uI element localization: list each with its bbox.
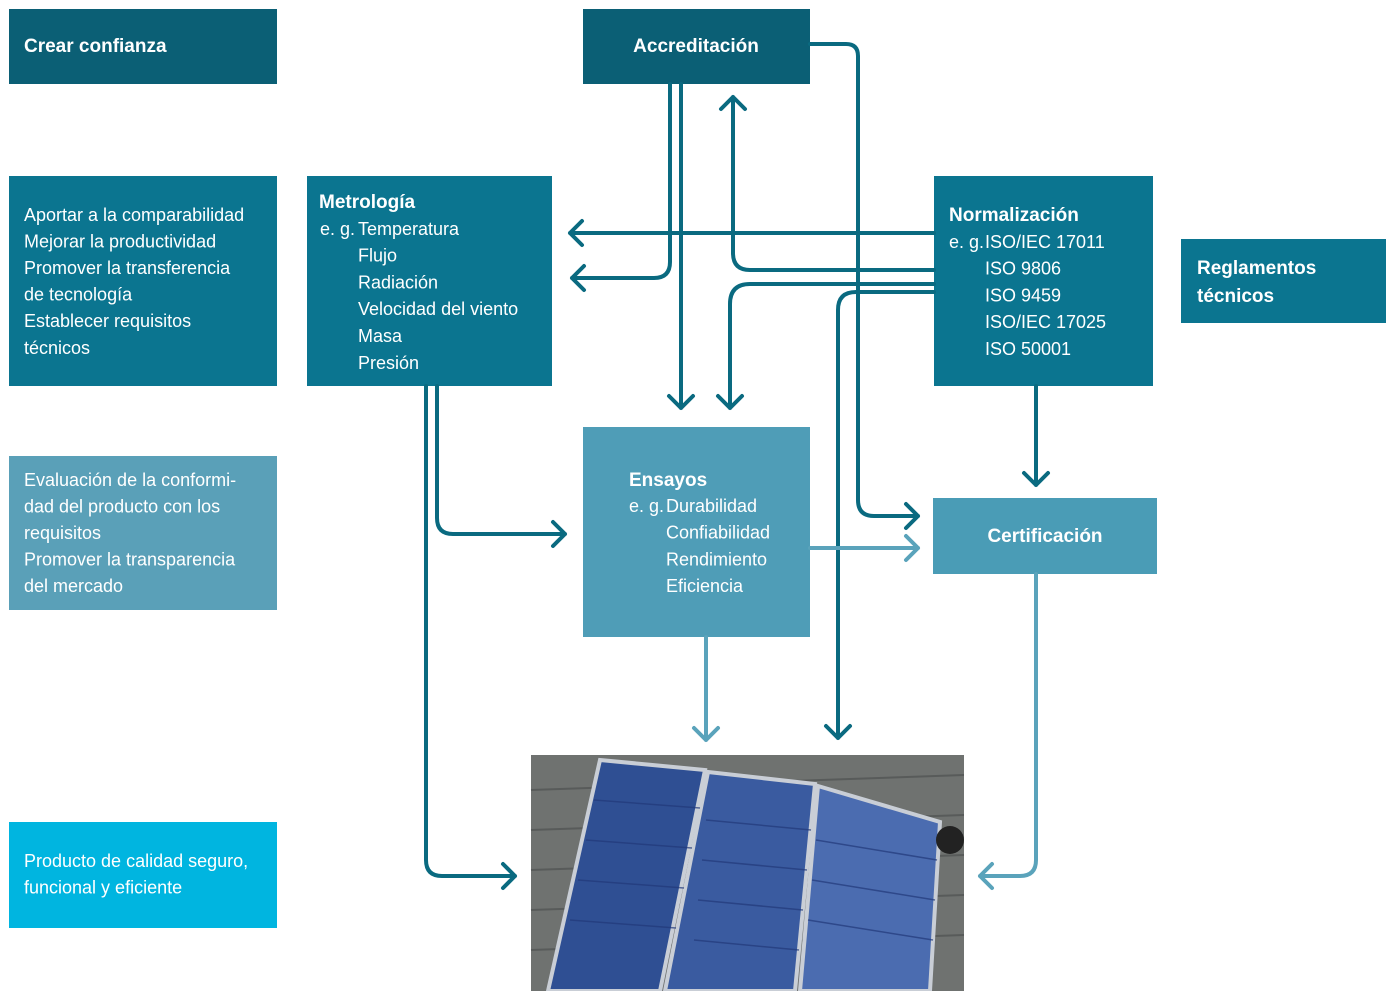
arrow <box>810 536 918 560</box>
node-item: Flujo <box>358 246 397 266</box>
arrow <box>718 284 934 408</box>
product-photo <box>531 755 964 991</box>
node-item: Masa <box>358 326 403 346</box>
node-item: Radiación <box>358 272 438 292</box>
node-item: Eficiencia <box>666 576 744 596</box>
node-title: técnicos <box>1197 286 1274 307</box>
node-title: Accreditación <box>633 36 759 57</box>
node-item: Temperatura <box>358 219 460 239</box>
node-item: Confiabilidad <box>666 523 770 543</box>
objective-text: Crear confianza <box>24 36 167 57</box>
objective-text: de tecnología <box>24 285 133 305</box>
objective-text: funcional y eficiente <box>24 877 182 897</box>
node-prefix: e. g. <box>949 232 984 252</box>
node-item: Velocidad del viento <box>358 299 518 319</box>
node-title: Normalización <box>949 205 1079 226</box>
objective-text: Aportar a la comparabilidad <box>24 205 244 225</box>
objective-text: Mejorar la productividad <box>24 231 216 251</box>
arrow <box>694 637 718 740</box>
objective-text: dad del producto con los <box>24 496 220 516</box>
diagram: Crear confianza Aportar a la comparabili… <box>0 0 1391 991</box>
page: Crear confianza Aportar a la comparabili… <box>0 0 1391 991</box>
node-title: Reglamentos <box>1197 258 1316 279</box>
node-box <box>1181 239 1386 323</box>
objective-text: del mercado <box>24 576 123 596</box>
node-title: Metrología <box>319 192 415 213</box>
objective-text: Producto de calidad seguro, <box>24 851 248 871</box>
node-item: Presión <box>358 353 419 373</box>
objective-text: requisitos <box>24 523 101 543</box>
arrow <box>1024 386 1048 485</box>
node-item: ISO/IEC 17011 <box>985 232 1105 252</box>
node-prefix: e. g. <box>320 219 355 239</box>
node-item: ISO 9459 <box>985 285 1061 305</box>
arrow <box>426 386 515 888</box>
node-item: Rendimiento <box>666 549 767 569</box>
arrow <box>570 221 934 245</box>
objective-text: Promover la transparencia <box>24 550 236 570</box>
node-item: ISO 9806 <box>985 259 1061 279</box>
arrow <box>437 386 565 546</box>
objective-text: técnicos <box>24 338 90 358</box>
node-item: ISO/IEC 17025 <box>985 312 1106 332</box>
node-title: Certificación <box>987 526 1102 547</box>
objective-text: Evaluación de la conformi- <box>24 470 236 490</box>
objective-text: Establecer requisitos <box>24 311 191 331</box>
node-prefix: e. g. <box>629 496 664 516</box>
objective-box <box>9 822 277 928</box>
arrow <box>572 84 670 290</box>
arrow <box>669 84 693 408</box>
node-item: ISO 50001 <box>985 339 1071 359</box>
arrow <box>721 97 934 270</box>
arrow <box>980 574 1036 888</box>
node-title: Ensayos <box>629 470 707 491</box>
node-item: Durabilidad <box>666 496 757 516</box>
objective-text: Promover la transferencia <box>24 258 231 278</box>
